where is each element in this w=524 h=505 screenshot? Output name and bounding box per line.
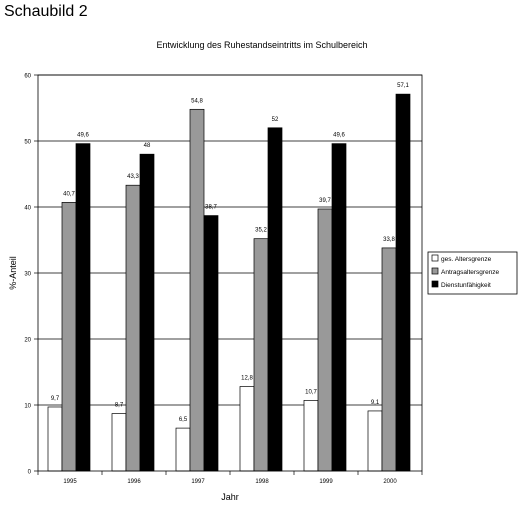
bar [267, 127, 283, 472]
axes [34, 74, 423, 475]
y-axis-label: %-Anteil [8, 256, 18, 290]
legend-label: Dienstunfähigkeit [441, 282, 491, 289]
bar [125, 184, 141, 472]
legend-swatch [431, 254, 439, 262]
figure-label: Schaubild 2 [4, 3, 88, 20]
x-tick-label: 1995 [63, 479, 77, 485]
x-tick-label: 1997 [191, 479, 205, 485]
data-label: 10,7 [305, 389, 317, 395]
y-tick-labels: 0 10 20 30 40 50 60 [24, 74, 31, 476]
x-tick-label: 1996 [127, 479, 141, 485]
legend-label: Antragsaltersgrenze [441, 269, 500, 276]
x-tick-labels: 1995 1996 1997 1998 1999 2000 [63, 479, 397, 485]
legend-swatch [431, 267, 439, 275]
bar [317, 208, 333, 472]
x-tick-label: 2000 [383, 479, 397, 485]
bar [395, 93, 411, 472]
bar [111, 413, 127, 472]
bar [239, 386, 255, 472]
bar [381, 247, 397, 472]
bar [203, 215, 219, 472]
bar [331, 143, 347, 472]
data-label: 9,1 [371, 400, 380, 406]
y-tick-label: 0 [28, 470, 32, 476]
legend-swatch [431, 280, 439, 288]
bar [367, 410, 383, 472]
data-label: 8,7 [115, 403, 124, 409]
y-tick-label: 30 [24, 272, 31, 278]
chart-title: Entwicklung des Ruhestandseintritts im S… [156, 40, 367, 50]
y-tick-label: 10 [24, 404, 31, 410]
y-tick-label: 40 [24, 206, 31, 212]
data-label: 35,2 [255, 228, 267, 234]
bar [189, 108, 205, 472]
bar [175, 427, 191, 472]
bar [139, 153, 155, 472]
x-tick-label: 1999 [319, 479, 333, 485]
y-tick-label: 20 [24, 338, 31, 344]
x-tick-label: 1998 [255, 479, 269, 485]
bar [253, 238, 269, 472]
bar [61, 202, 77, 472]
y-tick-label: 60 [24, 74, 31, 80]
data-label: 43,3 [127, 174, 139, 180]
data-label: 54,8 [191, 98, 203, 104]
data-label: 49,6 [77, 133, 89, 139]
bar [303, 400, 319, 472]
data-label: 40,7 [63, 191, 75, 197]
data-label: 52 [272, 117, 279, 123]
data-label: 12,8 [241, 376, 253, 382]
legend-box [427, 251, 518, 295]
data-label: 33,8 [383, 237, 395, 243]
data-label: 57,1 [397, 83, 409, 89]
bar [75, 143, 91, 472]
data-label: 6,5 [179, 417, 188, 423]
data-label: 39,7 [319, 198, 331, 204]
legend: ges. Altersgrenze Antragsaltersgrenze Dien… [427, 251, 518, 295]
plot-area: 9,7 40,7 49,6 8,7 43,3 48 6,5 54,8 38,7 12,8 35,2 5… [24, 74, 423, 485]
bars [47, 93, 411, 472]
data-label: 38,7 [205, 205, 217, 211]
legend-label: ges. Altersgrenze [441, 256, 492, 263]
x-axis-label: Jahr [221, 492, 239, 502]
data-label: 48 [144, 143, 151, 149]
data-label: 49,6 [333, 133, 345, 139]
bar [47, 406, 63, 472]
data-labels: 9,7 40,7 49,6 8,7 43,3 48 6,5 54,8 38,7 12,8 35,2 5… [51, 83, 410, 423]
y-tick-label: 50 [24, 140, 31, 146]
data-label: 9,7 [51, 396, 60, 402]
